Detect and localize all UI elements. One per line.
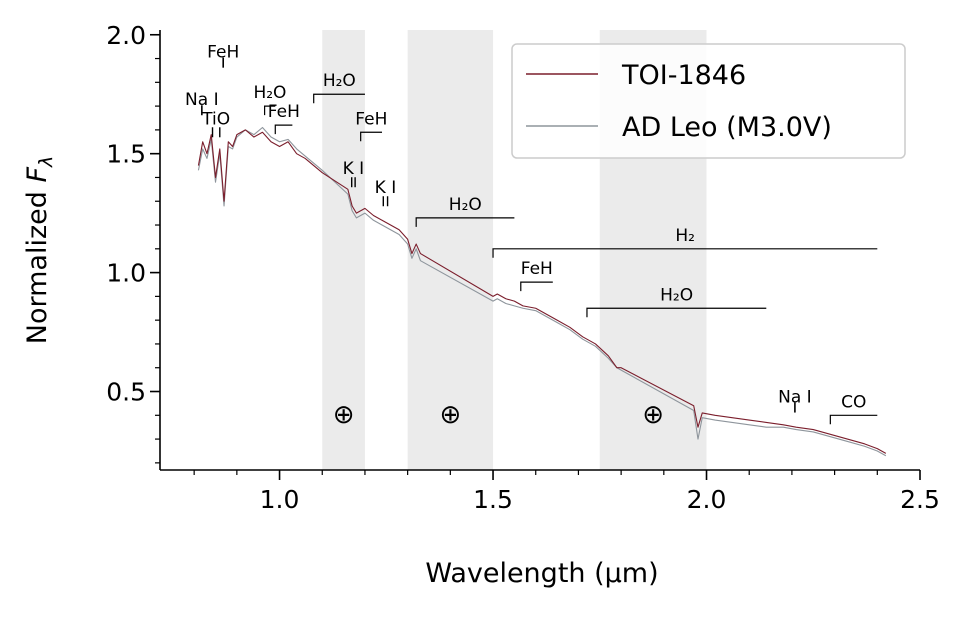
legend-label: AD Leo (M3.0V) [622,112,832,143]
annotation-bracket [415,217,515,227]
annotation: K I [343,159,365,188]
y-axis-label: Normalized Fλ [22,156,57,344]
annotation-label: Na I [185,90,219,110]
annotation-bracket [586,307,767,318]
x-tick-label: 1.0 [260,485,300,514]
annotation-bracket [264,105,276,116]
annotation-bracket [829,414,878,425]
annotation-label: H₂O [449,195,482,215]
annotation-label: FeH [521,259,553,279]
annotation: Na I [185,90,219,116]
y-tick-label: 2.0 [106,21,146,50]
annotation: FeH [268,102,300,135]
annotation-bracket [360,131,383,142]
annotation-label: H₂ [675,226,695,246]
x-tick-label: 1.5 [473,485,513,514]
annotation: FeH [207,43,239,68]
annotation-bracket [492,248,878,258]
annotation: H₂O [313,71,365,104]
annotation-label: K I [343,159,365,179]
telluric-symbol: ⊕ [439,400,461,430]
annotation-bracket [520,281,553,292]
y-tick-label: 1.0 [106,259,146,288]
telluric-band [407,30,494,470]
series-line [197,129,887,454]
annotation-label: K I [375,178,397,198]
annotation: FeH [355,109,387,142]
annotation: H₂ [492,226,878,258]
x-tick-label: 2.5 [900,485,940,514]
annotation: FeH [520,259,553,292]
annotation: TiO [201,109,230,138]
annotation: H₂O [415,195,515,227]
annotation-label: H₂O [660,285,693,305]
annotation-label: H₂O [253,83,286,103]
x-axis-label: Wavelength (μm) [425,558,658,589]
annotation-label: CO [841,392,866,412]
legend-label: TOI-1846 [621,60,746,91]
annotation-label: FeH [355,109,387,129]
annotation-bracket [313,93,365,104]
annotation-label: Na I [778,388,812,408]
y-tick-label: 0.5 [106,378,146,407]
telluric-symbol: ⊕ [642,400,664,430]
telluric-band [322,30,365,470]
annotation-label: H₂O [323,71,356,91]
annotation-label: FeH [268,102,300,122]
annotation: Na I [778,388,812,413]
annotation-label: TiO [201,109,230,129]
telluric-symbol: ⊕ [333,400,355,430]
x-tick-label: 2.0 [687,485,727,514]
legend: TOI-1846 AD Leo (M3.0V) [511,43,906,159]
annotation-bracket [274,124,293,135]
annotation: K I [375,178,397,207]
annotation-label: FeH [207,43,239,63]
annotation: H₂O [253,83,286,116]
y-tick-label: 1.5 [106,140,146,169]
annotation: CO [829,392,878,425]
annotation: H₂O [586,285,767,318]
legend-box [511,43,906,159]
